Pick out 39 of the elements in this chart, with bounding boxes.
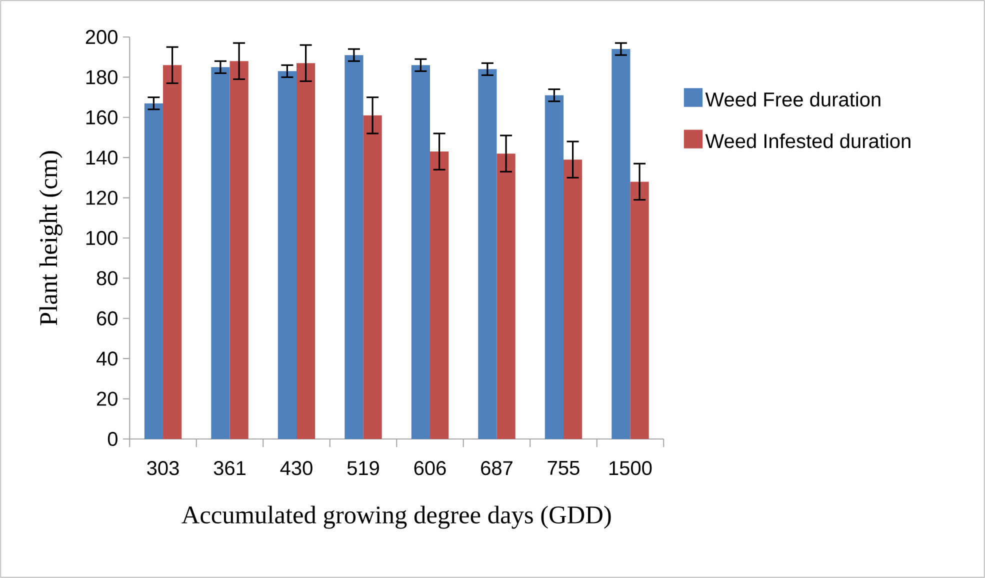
bar xyxy=(278,71,297,439)
legend-label: Weed Free duration xyxy=(705,92,880,107)
y-tick-label: 20 xyxy=(97,392,118,406)
y-tick-label: 160 xyxy=(86,110,118,124)
x-tick-label: 1500 xyxy=(610,461,652,476)
x-tick-label: 361 xyxy=(214,461,246,476)
bar xyxy=(612,49,630,439)
bar xyxy=(563,160,582,439)
y-tick-label: 140 xyxy=(86,150,118,165)
x-tick-label: 303 xyxy=(147,461,179,476)
x-tick-label: 755 xyxy=(548,461,580,475)
x-tick-label: 430 xyxy=(280,461,312,476)
bar xyxy=(630,182,649,439)
bar xyxy=(296,63,316,439)
y-axis-title: Plant height (cm) xyxy=(39,151,62,326)
bar xyxy=(230,61,248,439)
bar xyxy=(344,55,364,439)
x-tick-label: 687 xyxy=(481,461,512,476)
bar xyxy=(496,154,516,439)
legend-label: Weed Infested duration xyxy=(705,134,910,148)
y-tick-label: 180 xyxy=(86,70,118,84)
y-tick-label: 80 xyxy=(96,271,118,286)
y-tick-label: 200 xyxy=(86,30,118,44)
y-tick-label: 40 xyxy=(96,352,118,366)
bar xyxy=(163,65,182,439)
y-tick-label: 120 xyxy=(86,190,118,205)
bar xyxy=(411,65,430,439)
bar xyxy=(478,69,497,439)
x-tick-label: 519 xyxy=(347,461,379,476)
bar xyxy=(363,115,382,439)
bar xyxy=(430,152,449,439)
y-tick-label: 100 xyxy=(86,230,118,246)
y-tick-label: 0 xyxy=(108,432,118,446)
x-tick-label: 606 xyxy=(414,461,446,476)
y-tick-label: 60 xyxy=(97,311,118,326)
bar xyxy=(544,95,564,439)
bar xyxy=(211,67,230,439)
x-axis-title: Accumulated growing degree days (GDD) xyxy=(182,506,611,529)
bar xyxy=(144,103,164,439)
